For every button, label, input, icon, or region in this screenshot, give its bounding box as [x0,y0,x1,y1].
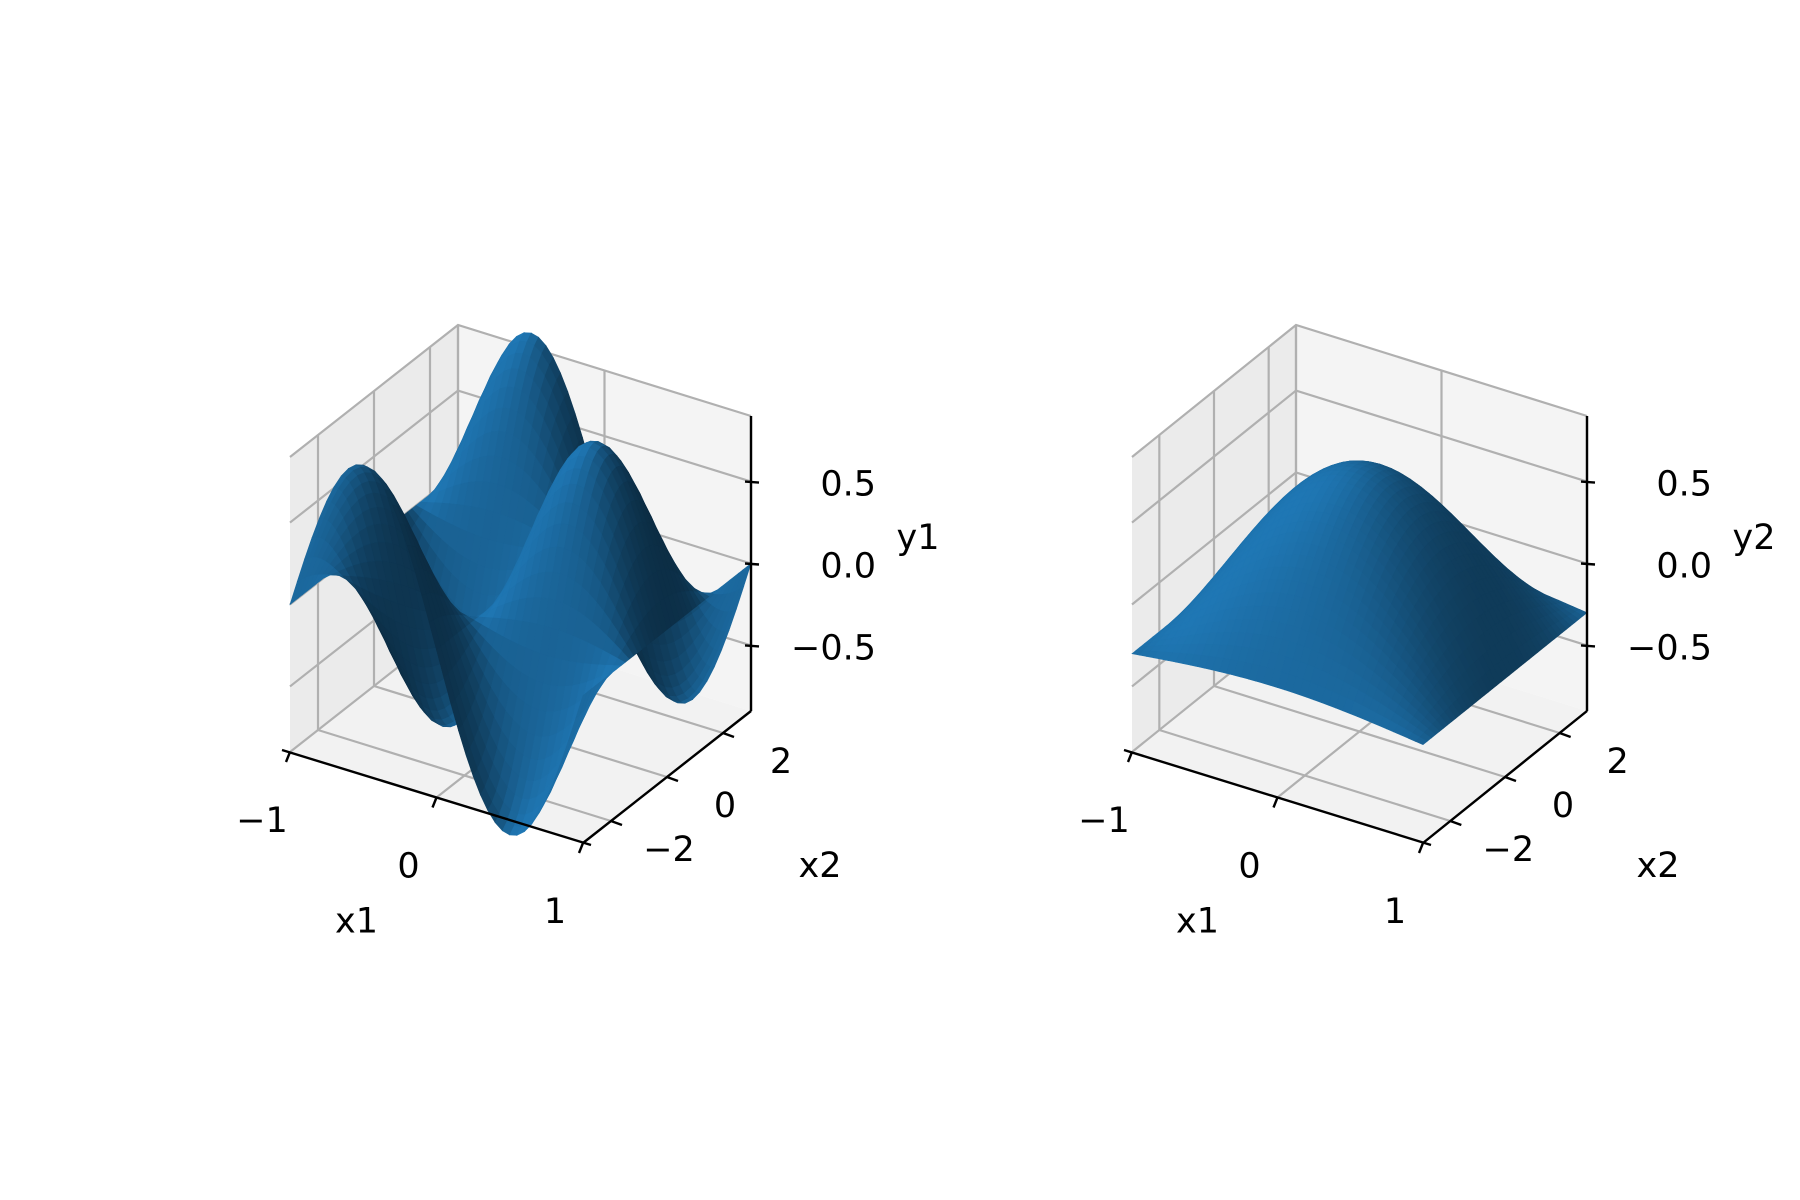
z-tick-label: −0.5 [791,628,876,668]
surface-patch [1415,736,1428,746]
x-tick-label: 1 [1384,892,1406,932]
z-tick-label: 0.5 [820,465,876,505]
surface-patch [575,691,588,719]
y-tick-label: −2 [643,830,695,870]
y-gridline [1158,435,1451,823]
z-axis-label: y1 [897,518,940,558]
z-tick [744,644,760,648]
x-tick [431,797,438,808]
z-tick [1580,644,1596,648]
y-tick [1504,775,1517,783]
z-tick-label: −0.5 [1627,628,1712,668]
y-axis-label: x2 [799,846,842,886]
surface [1131,460,1588,746]
x-tick-label: −1 [1078,801,1130,841]
y-tick-label: 0 [714,786,736,826]
z-axis-label: y2 [1733,518,1776,558]
x-tick [1417,842,1425,854]
y-tick [610,819,623,827]
z-tick [1580,562,1596,566]
z-tick-label: 0.0 [1656,547,1712,587]
y-tick-label: 2 [770,742,792,782]
x-tick-label: 0 [1238,847,1260,887]
z-tick-label: 0.0 [820,547,876,587]
x-tick [577,842,585,854]
z-tick [744,480,760,484]
x-axis-label: x1 [1176,902,1219,942]
x-axis-label: x1 [335,902,378,942]
x-tick-label: 0 [397,847,419,887]
surface [289,332,752,836]
y-tick [666,775,679,783]
z-tick [1580,480,1596,484]
x-tick-label: −1 [236,801,288,841]
y-gridline [1212,391,1506,779]
y-axis-label: x2 [1637,846,1680,886]
x-tick [284,751,292,763]
y-tick [722,731,735,739]
x-tick-label: 1 [544,892,566,932]
x-tick [1272,797,1279,808]
x-tick [1126,751,1134,763]
y-tick [1449,819,1462,827]
y-tick-label: −2 [1483,830,1535,870]
y-tick-label: 2 [1607,742,1629,782]
z-tick-label: 0.5 [1656,465,1712,505]
y-tick [1559,731,1572,739]
z-tick [744,562,760,566]
y-tick-label: 0 [1552,786,1574,826]
